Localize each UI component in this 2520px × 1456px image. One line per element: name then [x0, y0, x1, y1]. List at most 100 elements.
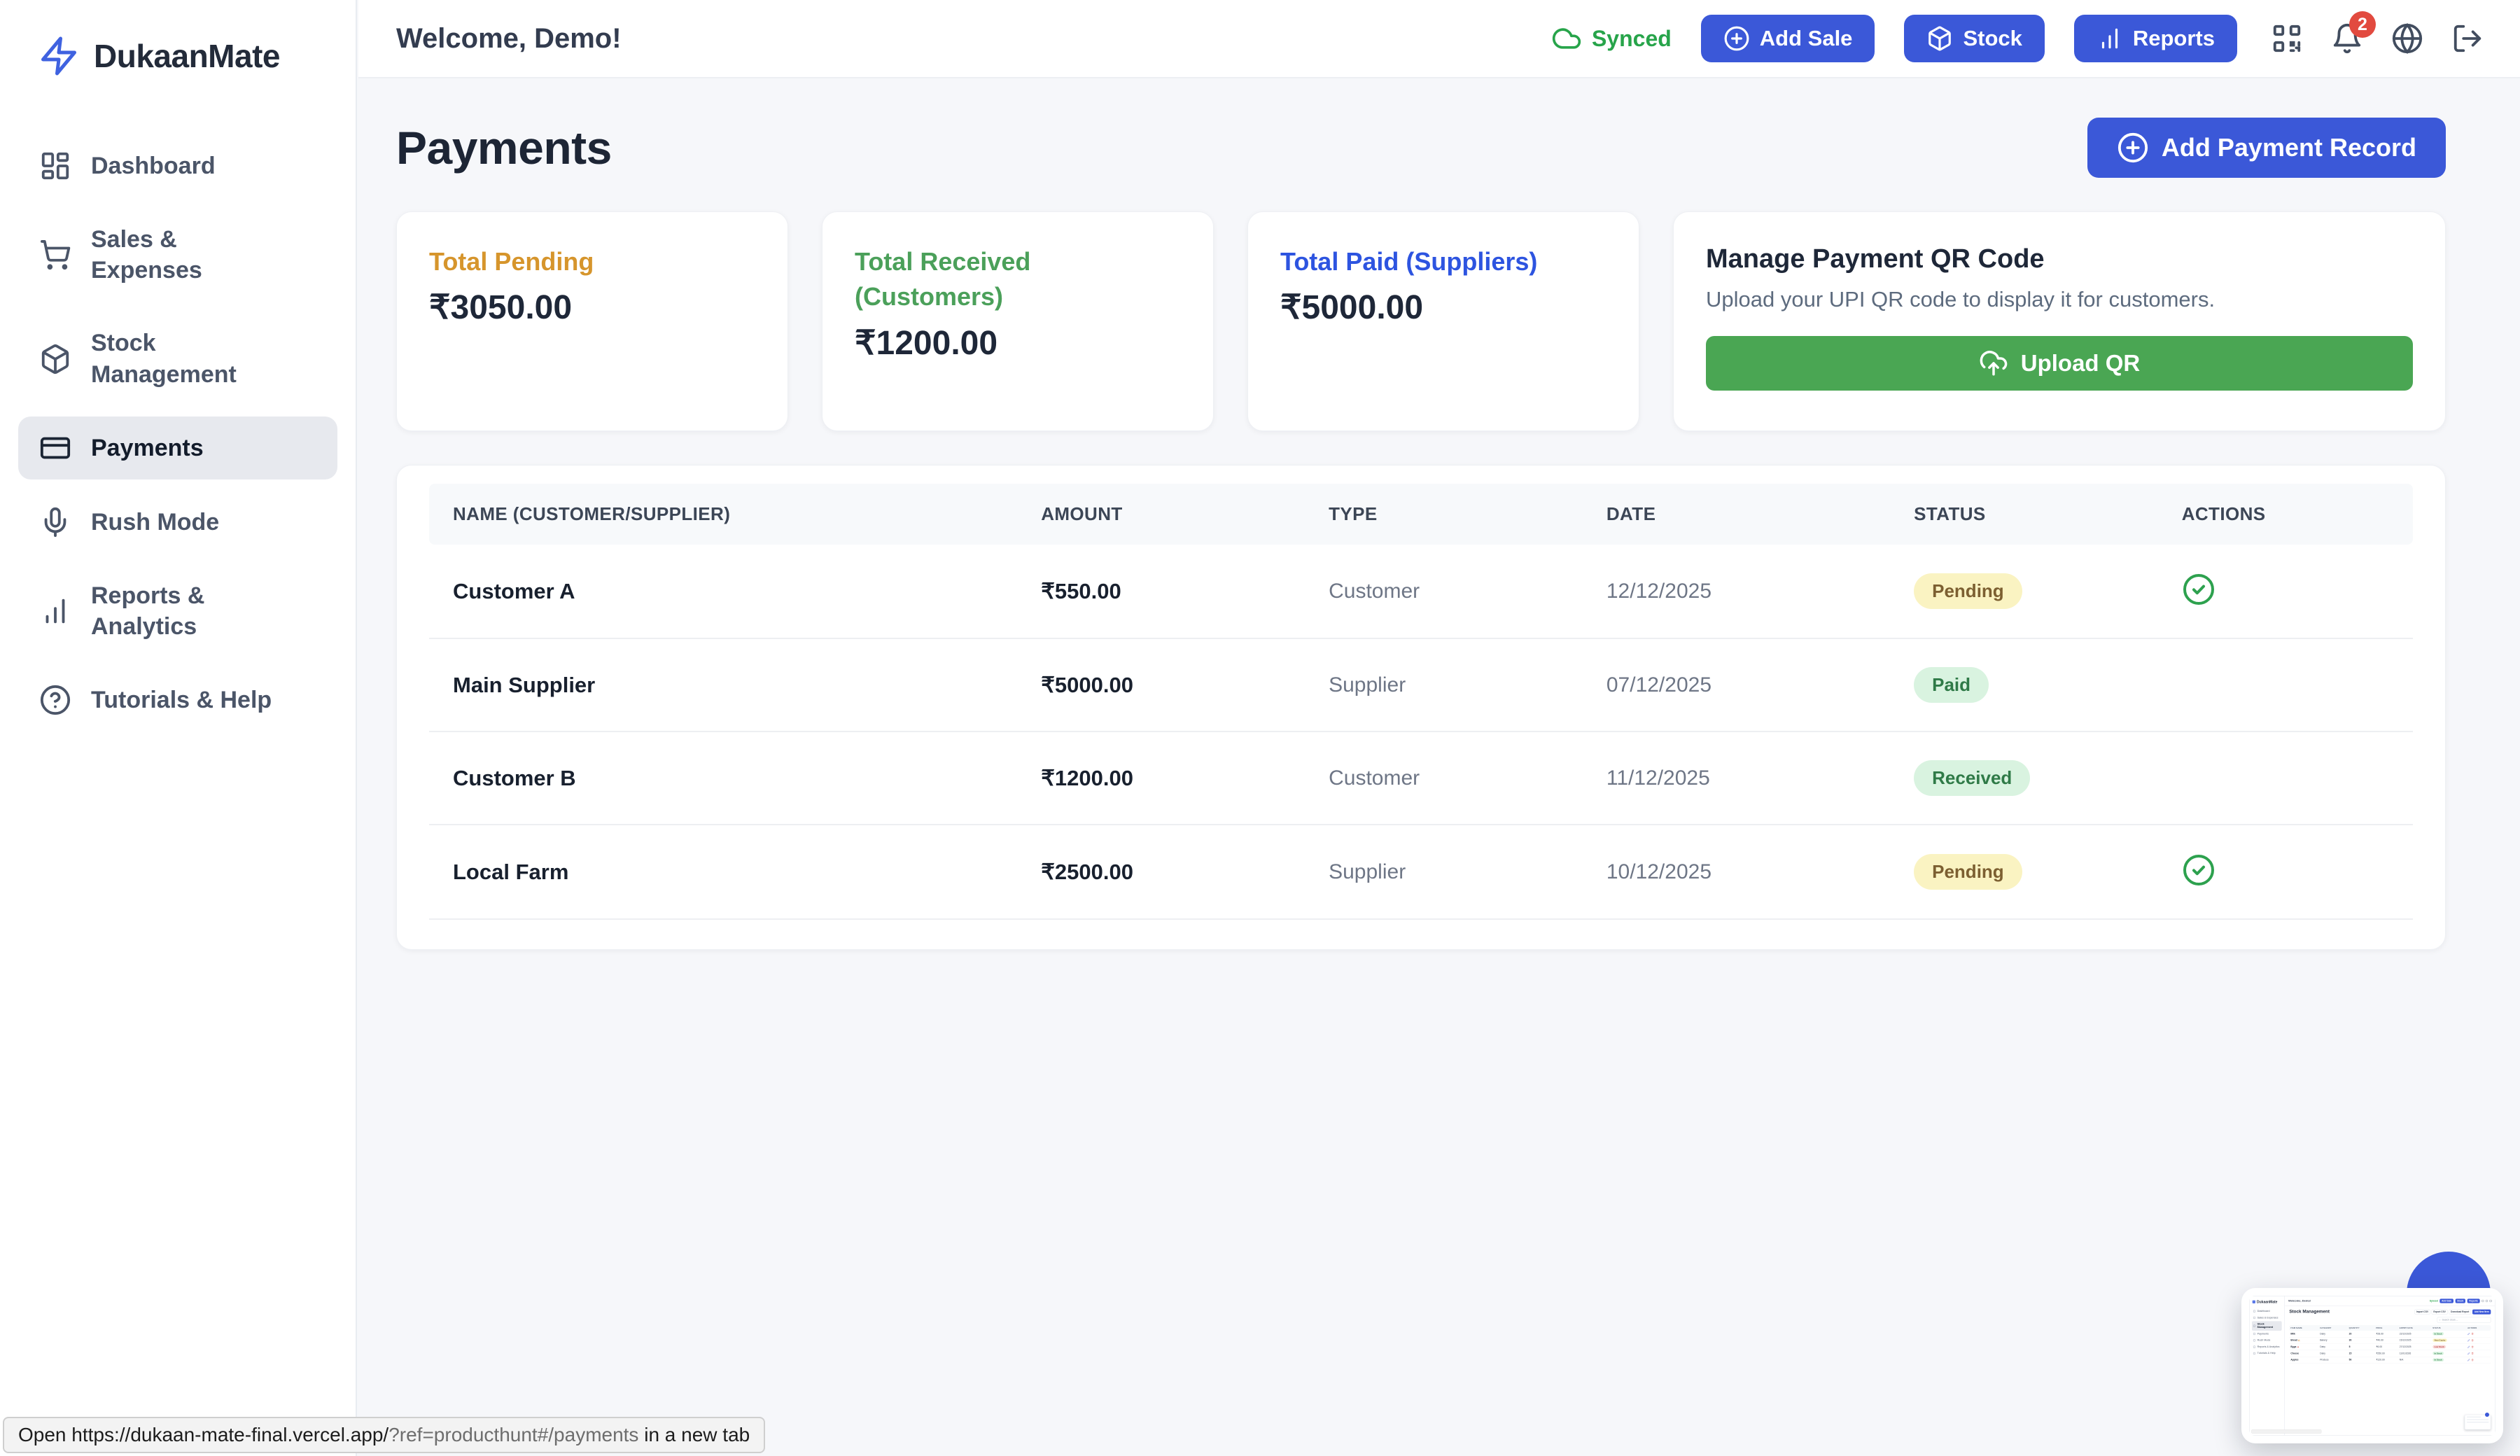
package-icon	[41, 344, 69, 374]
mini-logo: DukaanMate	[2252, 1300, 2282, 1304]
mini-tool-button: Export CSV	[2431, 1309, 2448, 1315]
header-icon-group: 2	[2271, 11, 2484, 55]
payee-name: Customer A	[429, 545, 1025, 639]
date: 07/12/2025	[1589, 638, 1898, 732]
mini-status-badge: In Stock	[2432, 1331, 2444, 1336]
amount: ₹2500.00	[1024, 825, 1312, 920]
check-circle-icon	[2183, 855, 2214, 886]
check-circle-icon	[2183, 574, 2214, 605]
table-row: Main Supplier ₹5000.00 Supplier 07/12/20…	[429, 638, 2413, 732]
mini-tool-button: Import CSV	[2414, 1309, 2430, 1315]
status-badge: Received	[1914, 760, 2031, 796]
plus-circle-icon	[1724, 26, 1749, 51]
add-sale-button[interactable]: Add Sale	[1700, 15, 1875, 62]
page-header: Payments Add Payment Record	[396, 118, 2446, 178]
sidebar-item-rush-mode[interactable]: Rush Mode	[18, 491, 337, 554]
mini-table-row: Apples Produce 50 ₹120.00 N/A In Stock	[2289, 1357, 2491, 1364]
table-row: Customer A ₹550.00 Customer 12/12/2025 P…	[429, 545, 2413, 639]
sidebar-item-dashboard[interactable]: Dashboard	[18, 134, 337, 197]
sidebar-item-payments[interactable]: Payments	[18, 416, 337, 479]
logout-button[interactable]	[2451, 22, 2484, 55]
zap-logo-icon	[41, 36, 76, 76]
sidebar-nav: Dashboard Sales & Expenses Stock Managem…	[0, 134, 356, 732]
language-button[interactable]	[2391, 22, 2423, 55]
mark-paid-button[interactable]	[2182, 573, 2216, 606]
mini-toolbar: Import CSV Export CSV Download Report Ad…	[2414, 1309, 2491, 1315]
mini-icon	[2485, 1299, 2488, 1302]
mini-sync: Synced	[2429, 1299, 2438, 1303]
qr-card-title: Manage Payment QR Code	[1706, 244, 2045, 274]
payee-name: Main Supplier	[429, 638, 1025, 732]
type: Supplier	[1312, 825, 1590, 920]
reports-label: Reports	[2132, 26, 2215, 50]
payments-table-card: NAME (CUSTOMER/SUPPLIER) AMOUNT TYPE DAT…	[396, 465, 2446, 950]
mini-status-badge: Near Expiry	[2432, 1338, 2447, 1342]
mini-nav-item: Sales & Expenses	[2252, 1315, 2282, 1321]
mini-nav-icon	[2253, 1333, 2255, 1336]
status-url: https://dukaan-mate-final.vercel.app/	[71, 1424, 389, 1446]
sidebar-item-reports-analytics[interactable]: Reports & Analytics	[18, 565, 337, 657]
table-row: Customer B ₹1200.00 Customer 11/12/2025 …	[429, 732, 2413, 825]
sidebar-item-label: Payments	[91, 434, 204, 461]
welcome-text: Welcome, Demo!	[396, 22, 622, 54]
mini-edit-icon	[2468, 1332, 2470, 1336]
mini-nav-icon	[2253, 1317, 2255, 1320]
column-header-status: STATUS	[1914, 503, 1986, 524]
app-name: DukaanMate	[94, 38, 280, 74]
qr-scan-button[interactable]	[2271, 22, 2303, 55]
mini-sidebar: DukaanMate Dashboard Sales & Expenses St…	[2250, 1296, 2285, 1436]
date: 12/12/2025	[1589, 545, 1898, 639]
upload-qr-label: Upload QR	[2020, 350, 2141, 376]
stock-button[interactable]: Stock	[1904, 15, 2045, 62]
column-header-name: NAME (CUSTOMER/SUPPLIER)	[453, 503, 731, 524]
mini-delete-icon	[2472, 1359, 2474, 1362]
upload-qr-button[interactable]: Upload QR	[1706, 336, 2413, 391]
sidebar-item-sales-expenses[interactable]: Sales & Expenses	[18, 209, 337, 301]
mini-nav-icon	[2253, 1345, 2255, 1348]
notifications-button[interactable]: 2	[2331, 11, 2376, 55]
amount: ₹550.00	[1024, 545, 1312, 639]
mini-search-input: ⌕ Search stock....	[2437, 1317, 2491, 1323]
mini-table: ITEM NAME CATEGORY QUANTITY PRICE EXPIRY DAT…	[2289, 1324, 2491, 1364]
mini-status-badge: In Stock	[2432, 1351, 2444, 1355]
mini-logo-icon	[2252, 1300, 2255, 1303]
add-payment-record-button[interactable]: Add Payment Record	[2087, 118, 2446, 178]
table-row: Local Farm ₹2500.00 Supplier 10/12/2025 …	[429, 825, 2413, 920]
status-badge: Pending	[1914, 854, 2022, 890]
mini-nav-item: Tutorials & Help	[2252, 1350, 2282, 1357]
reports-button[interactable]: Reports	[2073, 15, 2237, 62]
mini-icon	[2482, 1299, 2484, 1302]
type: Customer	[1312, 545, 1590, 639]
qr-code-icon	[2273, 24, 2301, 52]
globe-icon	[2392, 22, 2423, 55]
stat-card-total-received: Total Received (Customers) ₹1200.00	[822, 211, 1214, 431]
sidebar-item-label: Sales & Expenses	[91, 226, 202, 284]
sidebar-item-tutorials-help[interactable]: Tutorials & Help	[18, 668, 337, 732]
mini-pill: Add Sale	[2440, 1298, 2454, 1303]
mini-table-row: Eggs ▲ Dairy 5 ₹6.00 27/12/2025 Low Stock	[2289, 1343, 2491, 1350]
sidebar: DukaanMate Dashboard Sales & Expenses St…	[0, 0, 357, 1456]
package-icon	[1928, 26, 1952, 51]
qr-card-description: Upload your UPI QR code to display it fo…	[1706, 287, 2216, 312]
mini-content: Stock Management Import CSV Export CSV D…	[2285, 1306, 2495, 1436]
mark-paid-button[interactable]	[2182, 853, 2216, 887]
add-sale-label: Add Sale	[1759, 26, 1853, 50]
page-preview-thumbnail[interactable]: DukaanMate Dashboard Sales & Expenses St…	[2241, 1288, 2503, 1443]
main-content: Payments Add Payment Record Total Pendin…	[358, 78, 2520, 950]
mini-status-badge: Low Stock	[2432, 1345, 2446, 1349]
stat-label: Total Paid (Suppliers)	[1280, 247, 1538, 276]
stat-card-total-paid: Total Paid (Suppliers) ₹5000.00	[1247, 211, 1639, 431]
mini-nav-icon	[2253, 1339, 2255, 1342]
stat-card-total-pending: Total Pending ₹3050.00	[396, 211, 788, 431]
date: 10/12/2025	[1589, 825, 1898, 920]
stat-value: ₹3050.00	[429, 289, 573, 327]
column-header-type: TYPE	[1329, 503, 1378, 524]
amount: ₹1200.00	[1024, 732, 1312, 825]
summary-cards: Total Pending ₹3050.00 Total Received (C…	[396, 211, 2446, 431]
cloud-sync-icon	[1552, 28, 1581, 49]
mini-nested-thumbnail	[2464, 1412, 2491, 1430]
mini-nav-item: Rush Mode	[2252, 1337, 2282, 1343]
status-suffix: in a new tab	[638, 1424, 750, 1446]
status-path: ?ref=producthunt#/payments	[388, 1424, 639, 1446]
sidebar-item-stock-management[interactable]: Stock Management	[18, 312, 337, 405]
